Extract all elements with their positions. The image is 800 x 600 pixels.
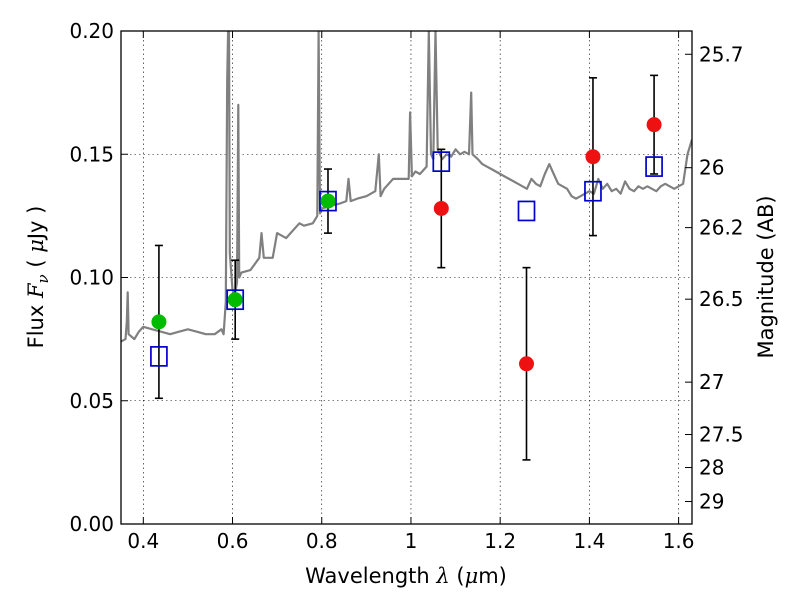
magnitude-tick-label: 27 bbox=[699, 370, 724, 394]
x-tick-label: 0.8 bbox=[306, 529, 338, 553]
data-point bbox=[518, 356, 534, 372]
model-point bbox=[645, 156, 663, 177]
magnitude-tick-label: 25.7 bbox=[699, 42, 744, 66]
model-point bbox=[226, 289, 245, 311]
data-point bbox=[151, 314, 167, 330]
model-point bbox=[432, 151, 451, 172]
magnitude-tick-label: 27.5 bbox=[699, 422, 744, 446]
x-tick-label: 1 bbox=[405, 529, 418, 553]
x-tick-label: 0.6 bbox=[217, 529, 249, 553]
y-tick-label: 0.15 bbox=[69, 142, 114, 166]
data-point bbox=[585, 149, 601, 165]
model-point bbox=[584, 180, 602, 202]
ticks-layer: 0.4 0.6 0.8 1 1.2 1.4 1.6 0.00 0.05 0.10 0.15 0.20 2… bbox=[69, 19, 743, 553]
y-tick-label: 0.20 bbox=[69, 19, 114, 43]
x-tick-label: 0.4 bbox=[127, 529, 159, 553]
model-point bbox=[319, 190, 337, 212]
data-point bbox=[227, 292, 243, 308]
y-axis-label: Flux Fν ( μJy ) bbox=[24, 206, 52, 349]
magnitude-tick-label: 26.2 bbox=[699, 216, 744, 240]
data-point bbox=[433, 200, 449, 216]
model-point bbox=[150, 346, 168, 367]
x-tick-label: 1.4 bbox=[573, 529, 605, 553]
magnitude-tick-label: 26.5 bbox=[699, 287, 744, 311]
model-point bbox=[517, 200, 536, 222]
magnitude-tick-label: 28 bbox=[699, 456, 724, 480]
x-tick-label: 1.6 bbox=[663, 529, 695, 553]
y-tick-label: 0.05 bbox=[69, 389, 114, 413]
spectrum-layer bbox=[121, 31, 692, 343]
data-point bbox=[320, 193, 336, 209]
x-tick-label: 1.2 bbox=[484, 529, 516, 553]
x-axis-label: Wavelength λ (μm) bbox=[305, 564, 507, 588]
grid bbox=[121, 30, 692, 525]
spectrum-line bbox=[121, 31, 692, 343]
marks-layer bbox=[150, 74, 663, 461]
magnitude-tick-label: 29 bbox=[699, 490, 724, 514]
magnitude-axis-label: Magnitude (AB) bbox=[754, 195, 778, 358]
y-tick-label: 0.10 bbox=[69, 266, 114, 290]
data-point bbox=[646, 117, 662, 133]
magnitude-tick-label: 26 bbox=[699, 156, 724, 180]
y-tick-label: 0.00 bbox=[69, 512, 114, 536]
